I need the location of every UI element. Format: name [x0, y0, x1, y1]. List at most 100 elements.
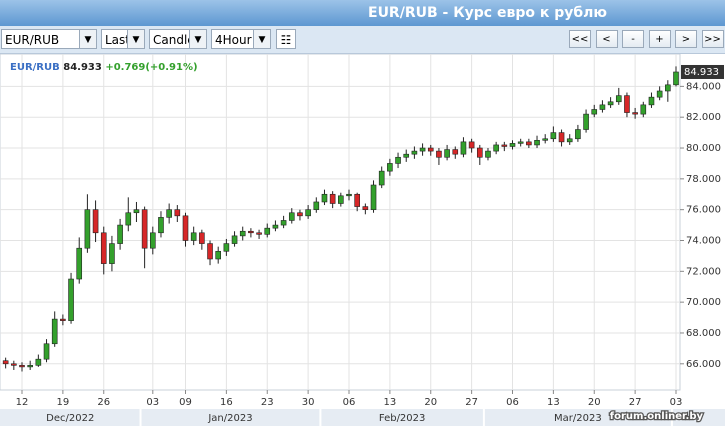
candle-body: [166, 209, 172, 218]
x-tick-label: 23: [261, 397, 274, 408]
candle: [583, 109, 589, 133]
candle: [109, 235, 115, 272]
candle-body: [51, 318, 58, 345]
legend-symbol: EUR/RUB: [10, 62, 60, 73]
nav-button[interactable]: >>: [701, 30, 724, 48]
candle-body: [509, 143, 516, 147]
candle-body: [43, 343, 50, 360]
chart: 66.000 68.000 70.000 72.000 74.000 76.000 78.0…: [0, 54, 725, 426]
y-tick-label: 76.000: [686, 205, 721, 216]
dropdown-arrow: ▼: [79, 30, 96, 48]
nav-button[interactable]: >: [675, 30, 697, 48]
candle: [190, 226, 197, 246]
price-select[interactable]: Last ▼: [101, 29, 145, 49]
candle-body: [2, 360, 9, 365]
candle-body: [288, 212, 295, 221]
candle-body: [411, 150, 418, 155]
candle-body: [264, 227, 271, 235]
candle: [35, 354, 42, 367]
plot-background: [0, 54, 681, 391]
candle: [288, 208, 295, 224]
candle-body: [35, 358, 42, 366]
candle-body: [575, 129, 581, 140]
candle: [370, 180, 377, 213]
candle: [607, 97, 614, 108]
candle-body: [11, 363, 17, 366]
candle-body: [248, 230, 254, 234]
candle-body: [550, 132, 557, 140]
price-type: Last: [105, 33, 130, 47]
candle-body: [182, 215, 189, 241]
candle-body: [223, 243, 230, 252]
title-bar: EUR/RUB - Курс евро к рублю: [0, 0, 725, 26]
candle-body: [321, 193, 328, 203]
y-tick-label: 68.000: [686, 328, 721, 339]
dropdown-arrow: ▼: [127, 30, 144, 48]
candle-body: [84, 209, 91, 249]
nav-button[interactable]: +: [648, 30, 671, 48]
candle: [387, 158, 393, 176]
candle-body: [27, 365, 33, 368]
candle-body: [395, 156, 401, 164]
candle-body: [452, 149, 459, 155]
y-tick-label: 66.000: [686, 359, 721, 370]
period: 4Hour: [215, 33, 252, 47]
candle-body: [607, 101, 614, 106]
candle-body: [542, 138, 549, 141]
y-tick-label: 70.000: [686, 297, 721, 308]
month-label: Mar/2023: [554, 413, 602, 424]
last-price-box: [681, 64, 724, 79]
candle: [542, 134, 549, 144]
toolbar: EUR/RUB ▼ Last ▼ Candle ▼ 4Hour ▼ ☷ << < - + > >>: [0, 26, 725, 54]
title: EUR/RUB - Курс евро к рублю: [368, 5, 607, 21]
month-label: Jan/2023: [207, 413, 252, 424]
candle-body: [68, 278, 74, 321]
candle: [640, 101, 647, 118]
candle-body: [109, 243, 115, 264]
candle-body: [280, 220, 287, 226]
candle: [476, 144, 483, 165]
candle: [215, 246, 221, 264]
settings-button[interactable]: ☷: [276, 29, 296, 49]
candle: [362, 203, 369, 215]
nav-button[interactable]: -: [622, 30, 644, 48]
x-tick-label: 09: [179, 397, 192, 408]
x-tick-label: 26: [97, 397, 110, 408]
candle: [100, 226, 107, 275]
candle: [51, 311, 58, 347]
candle: [338, 192, 344, 207]
x-tick-label: 16: [220, 397, 233, 408]
candle-body: [485, 150, 491, 158]
legend-change: +0.769(+0.91%): [105, 62, 197, 73]
period-select[interactable]: 4Hour ▼: [211, 29, 271, 49]
candle: [264, 223, 271, 238]
candle-body: [517, 141, 524, 144]
candle: [354, 192, 360, 212]
candle: [43, 339, 50, 363]
candle: [125, 197, 132, 232]
candle: [665, 80, 671, 102]
nav-button[interactable]: <<: [569, 30, 591, 48]
candle: [27, 360, 33, 370]
candle: [436, 148, 442, 165]
candle-body: [534, 140, 540, 146]
dropdown-arrow: ▼: [253, 30, 270, 48]
candle-body: [256, 232, 262, 235]
candle: [321, 189, 328, 206]
candle-body: [346, 193, 352, 197]
candle: [558, 129, 565, 147]
candle-body: [583, 113, 589, 130]
style-select[interactable]: Candle ▼: [149, 29, 207, 49]
symbol-select[interactable]: EUR/RUB ▼: [1, 29, 97, 49]
candle-body: [92, 209, 99, 234]
candle: [11, 360, 17, 370]
nav-button[interactable]: <: [595, 30, 618, 48]
candle-body: [493, 144, 499, 152]
month-bar: [0, 409, 725, 426]
x-tick-label: 06: [343, 397, 356, 408]
candle-body: [272, 224, 279, 229]
candle-body: [427, 147, 434, 152]
candle-body: [526, 141, 532, 146]
y-tick-label: 84.000: [686, 81, 721, 92]
candle-body: [378, 170, 385, 186]
